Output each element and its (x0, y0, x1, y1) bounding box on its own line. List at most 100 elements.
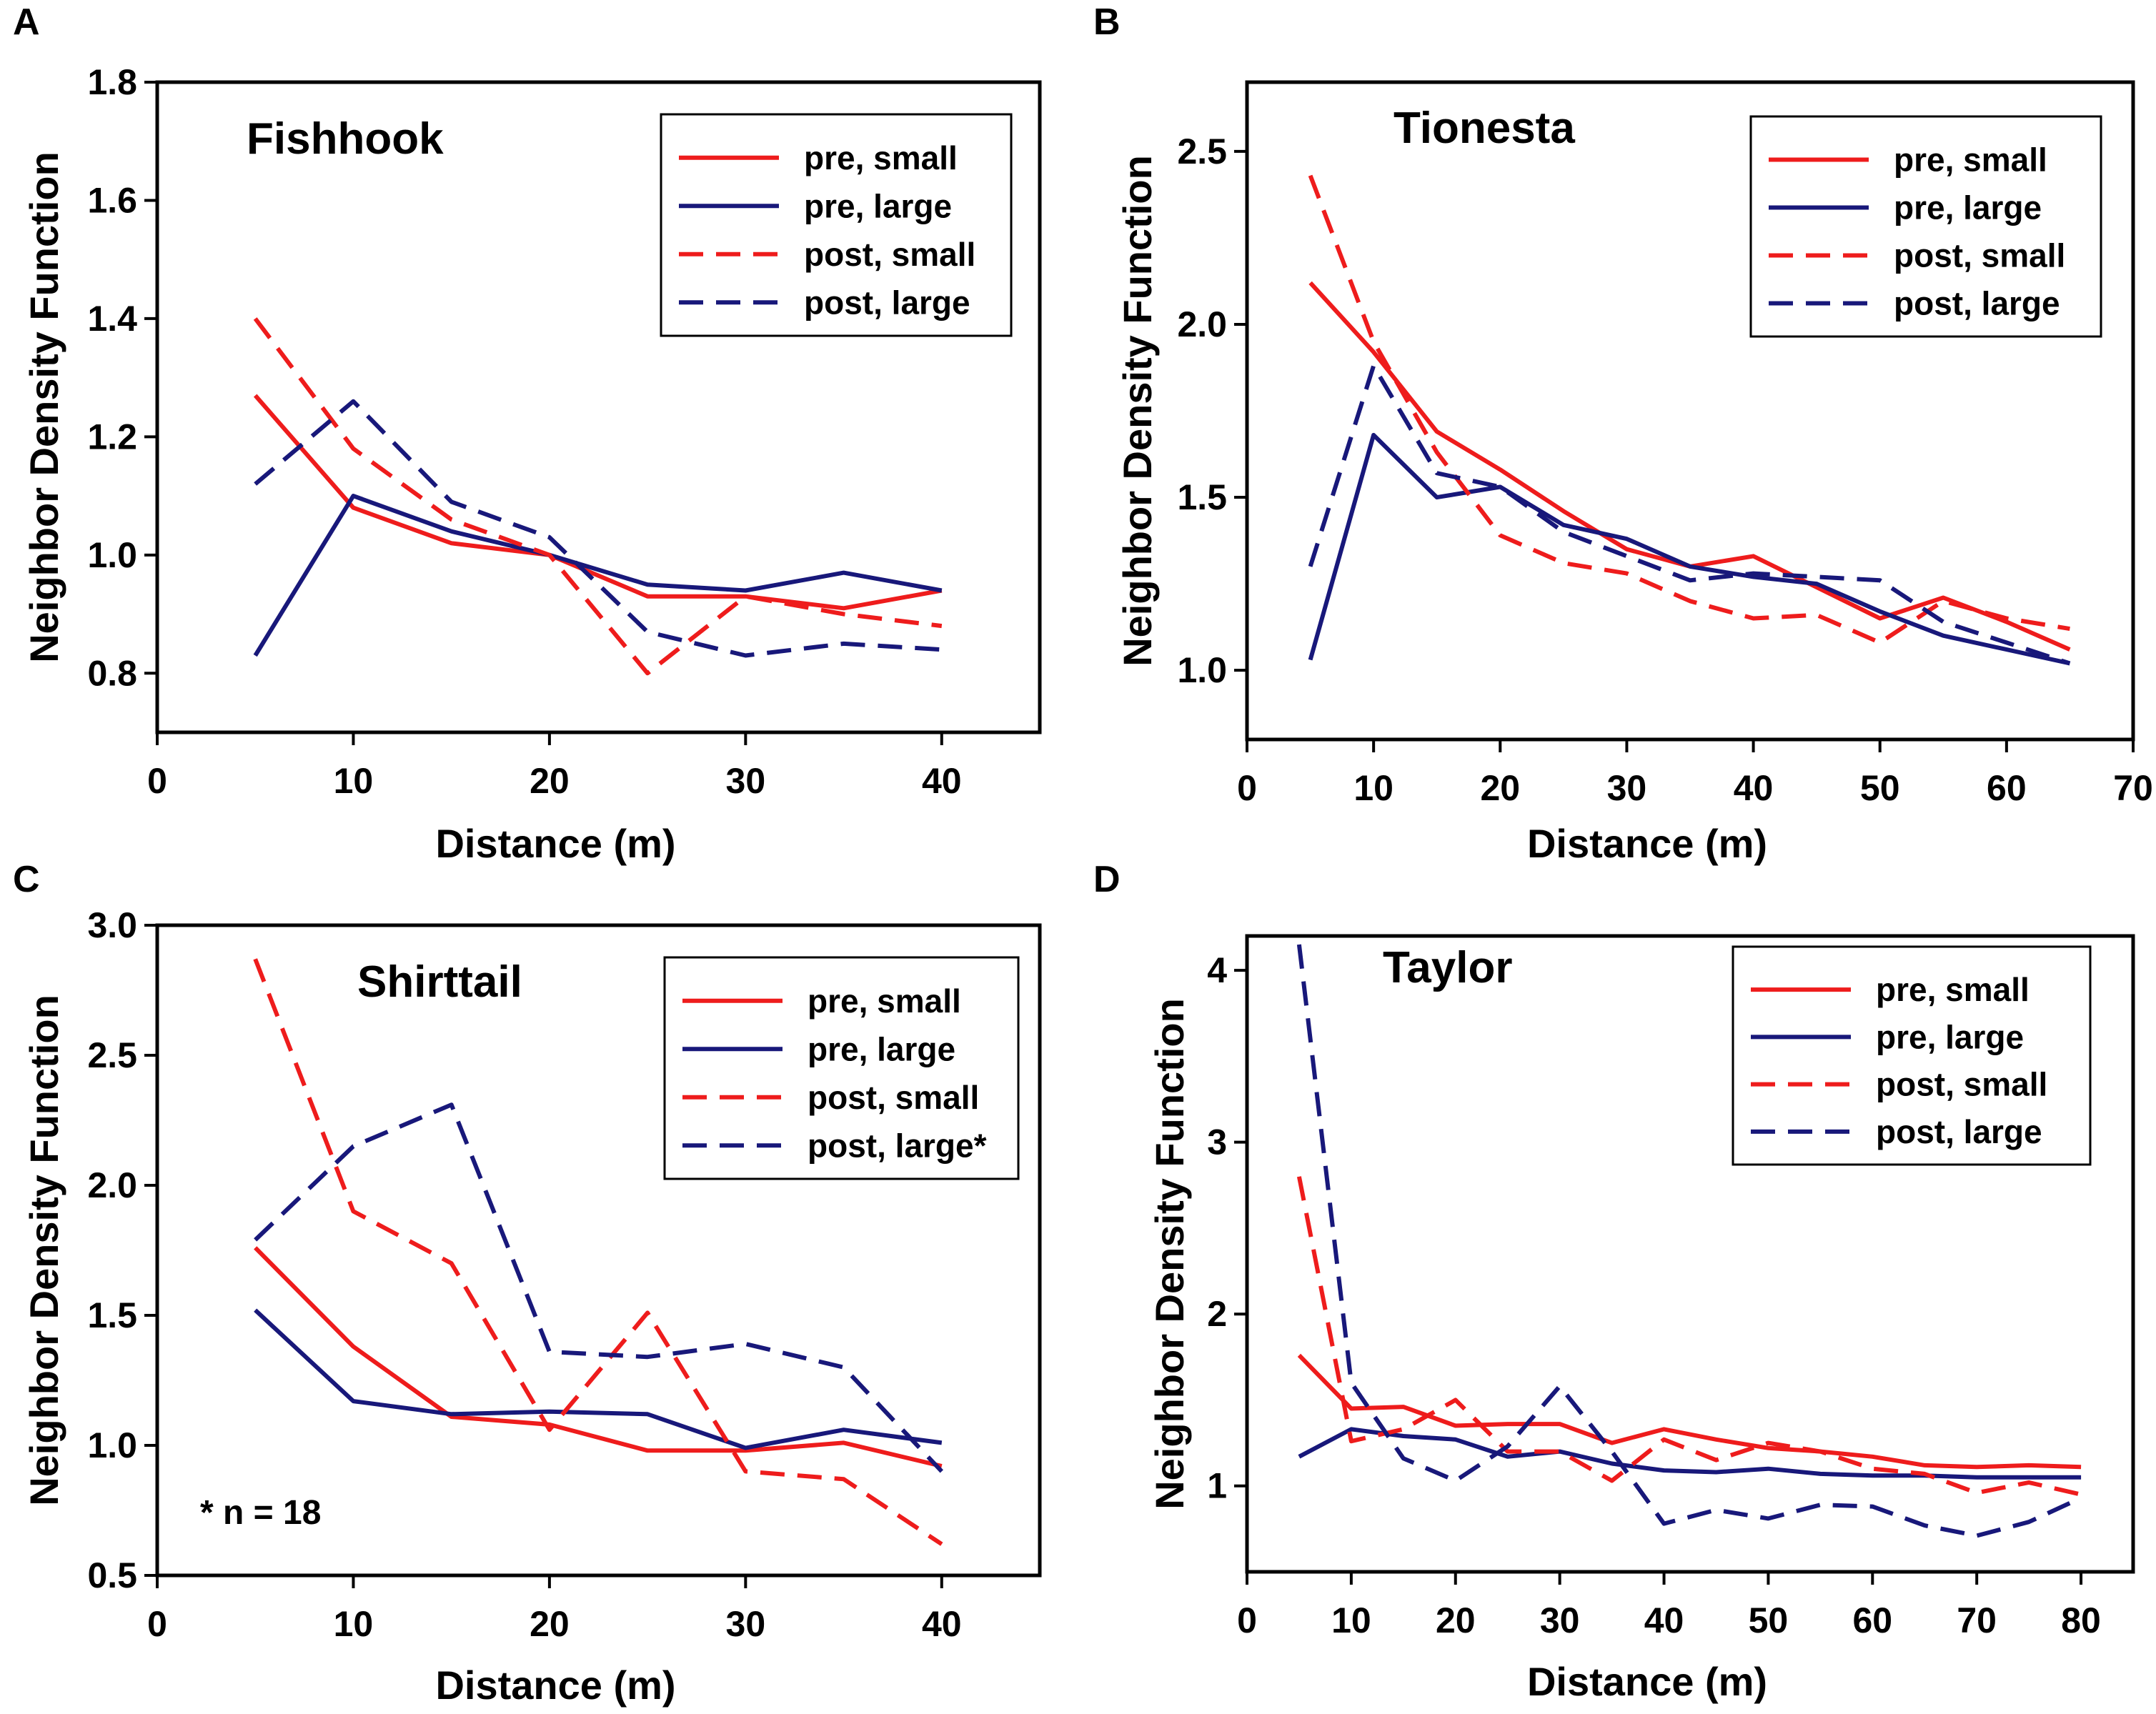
panel-d-y-tick-label: 4 (1207, 950, 1227, 990)
panel-c-site-title: Shirttail (357, 957, 522, 1007)
panel-c-legend-box (663, 956, 1020, 1180)
panel-c-y-tick-label: 3.0 (87, 905, 137, 945)
panel-c-y-tick-label: 2.5 (87, 1035, 137, 1075)
panel-a-plot-frame (155, 80, 1042, 734)
panel-d-x-tick-label: 70 (1957, 1600, 1997, 1640)
panel-d-y-axis-label: Neighbor Density Function (1147, 998, 1192, 1510)
panel-a: A 0.8 1.0 1.2 1.4 1.6 1.8 0 10 20 30 40 Distance (m)… (13, 1, 1042, 866)
panel-a-legend-label: post, large (804, 284, 970, 321)
panel-c-x-tick-label: 40 (922, 1604, 962, 1644)
panel-b-x-tick-label: 30 (1607, 768, 1647, 808)
panel-d-x-tick-label: 40 (1644, 1600, 1684, 1640)
panel-d-series-post-small (1296, 1176, 2082, 1497)
panel-c-y-tick-label: 1.0 (87, 1425, 137, 1465)
panel-a-x-axis-label: Distance (m) (435, 821, 675, 866)
panel-d-legend-label: post, large (1876, 1113, 2042, 1150)
panel-a-y-tick-label: 1.8 (87, 62, 137, 102)
panel-d-legend-label: pre, large (1876, 1018, 2024, 1055)
panel-b-legend-label: post, small (1894, 237, 2065, 274)
panel-b-site-title: Tionesta (1394, 104, 1575, 153)
panel-d-series-pre-large (1298, 1427, 2082, 1480)
panel-a-y-tick-label: 1.0 (87, 535, 137, 575)
panel-b-x-tick-label: 60 (1987, 768, 2027, 808)
panel-d-site-title: Taylor (1383, 943, 1512, 992)
panel-c-series-post-large (254, 1102, 943, 1473)
panel-d-legend: pre, small pre, large post, small post, lar… (1732, 945, 2092, 1166)
panel-a-series-post-large (254, 399, 942, 658)
panel-c-annotation: * n = 18 (200, 1494, 321, 1532)
panel-b-x-tick-label: 40 (1734, 768, 1774, 808)
panel-d-x-axis-label: Distance (m) (1527, 1659, 1767, 1704)
panel-a-y-tick-label: 1.6 (87, 180, 137, 220)
panel-d-plot-frame (1245, 934, 2135, 1574)
panel-d-x-tick-label: 20 (1436, 1600, 1476, 1640)
panel-a-x-tick-label: 30 (726, 761, 766, 801)
panel-b-x-tick-label: 50 (1860, 768, 1900, 808)
panel-b-y-axis-label: Neighbor Density Function (1115, 155, 1160, 667)
panel-c-series-pre-large (254, 1308, 943, 1450)
panel-b-x-tick-label: 10 (1353, 768, 1394, 808)
panel-b-plot-frame (1245, 80, 2135, 742)
panel-b: B 1.0 1.5 2.0 2.5 0 10 20 30 40 50 60 70 Distance (m)… (1093, 1, 2153, 866)
panel-b-series-pre-large (1308, 432, 2071, 666)
panel-c-legend: pre, small pre, large post, small post, lar… (663, 956, 1020, 1180)
panel-a-site-title: Fishhook (247, 114, 444, 164)
panel-c-y-tick-label: 0.5 (87, 1555, 137, 1595)
panel-c-x-tick-label: 30 (726, 1604, 766, 1644)
panel-a-legend-box (660, 113, 1013, 337)
panel-c-series-pre-small (254, 1246, 943, 1469)
panel-c-y-axis-label: Neighbor Density Function (21, 995, 66, 1506)
panel-d-y-tick-label: 3 (1207, 1122, 1227, 1162)
panel-b-letter: B (1093, 1, 1121, 43)
panel-b-x-tick-label: 0 (1237, 768, 1257, 808)
panel-c-legend-label: post, small (808, 1079, 979, 1116)
panel-d-x-tick-label: 80 (2061, 1600, 2101, 1640)
panel-a-y-axis-label: Neighbor Density Function (21, 151, 66, 663)
panel-b-series-post-large (1308, 364, 2071, 666)
panel-d-legend-box (1732, 945, 2092, 1166)
panel-a-series-post-small (253, 317, 943, 676)
panel-c-legend-label: post, large* (808, 1127, 987, 1164)
panel-d-legend-label: post, small (1876, 1066, 2047, 1103)
panel-c-x-tick-label: 20 (530, 1604, 570, 1644)
panel-d-series-post-large (1296, 944, 2082, 1538)
panel-c-plot-frame (155, 923, 1042, 1578)
panel-b-y-tick-label: 2.5 (1177, 131, 1227, 171)
panel-b-legend-label: pre, small (1894, 141, 2047, 179)
panel-b-legend-label: post, large (1894, 285, 2060, 322)
panel-d-x-tick-label: 60 (1852, 1600, 1892, 1640)
panel-b-legend: pre, small pre, large post, small post, lar… (1749, 115, 2102, 338)
panel-c: C 0.5 1.0 1.5 2.0 2.5 3.0 0 10 20 30 40 Distance (m)… (13, 859, 1042, 1708)
panel-a-legend-label: pre, large (804, 187, 952, 224)
panel-a-x-tick-label: 40 (922, 761, 962, 801)
panel-b-y-tick-label: 1.0 (1177, 650, 1227, 690)
panel-a-series-pre-large (253, 494, 943, 657)
panel-b-x-tick-label: 20 (1480, 768, 1520, 808)
panel-c-x-axis-label: Distance (m) (435, 1663, 675, 1708)
panel-c-legend-label: pre, large (808, 1030, 955, 1067)
panel-a-letter: A (13, 1, 40, 43)
panel-c-x-tick-label: 10 (334, 1604, 374, 1644)
panel-c-series-post-small (253, 958, 943, 1546)
panel-a-series-pre-small (253, 394, 943, 611)
panel-d-x-tick-label: 0 (1237, 1600, 1257, 1640)
panel-b-x-axis-label: Distance (m) (1527, 821, 1767, 866)
panel-b-legend-box (1749, 115, 2102, 338)
panel-a-legend-label: post, small (804, 236, 975, 273)
panel-b-y-tick-label: 2.0 (1177, 304, 1227, 344)
panel-c-y-tick-label: 1.5 (87, 1295, 137, 1335)
panel-d-x-tick-label: 30 (1540, 1600, 1580, 1640)
panel-c-y-tick-label: 2.0 (87, 1165, 137, 1205)
panel-d-x-tick-label: 50 (1749, 1600, 1789, 1640)
panel-c-x-tick-label: 0 (147, 1604, 167, 1644)
panel-a-y-tick-label: 1.2 (87, 417, 137, 457)
panel-d-letter: D (1093, 859, 1121, 900)
panel-d-y-tick-label: 2 (1207, 1294, 1227, 1334)
panel-b-legend-label: pre, large (1894, 189, 2042, 226)
panel-c-legend-label: pre, small (808, 982, 961, 1020)
panel-b-x-tick-label: 70 (2113, 768, 2153, 808)
panel-a-legend-label: pre, small (804, 139, 958, 176)
panel-a-x-tick-label: 20 (530, 761, 570, 801)
